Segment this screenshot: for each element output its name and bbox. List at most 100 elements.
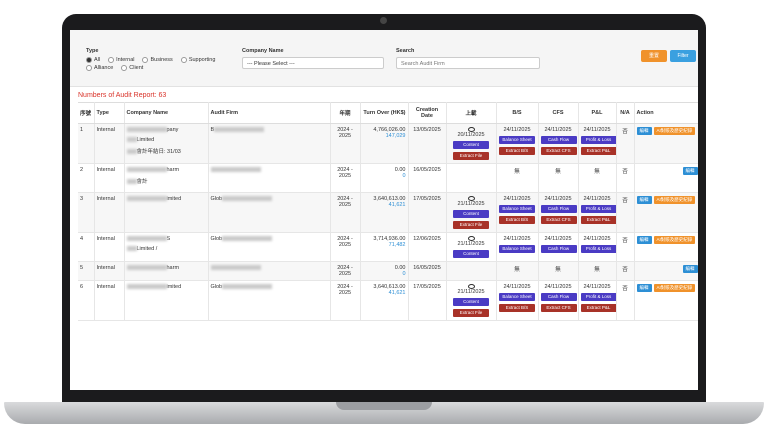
- radio[interactable]: [86, 65, 92, 71]
- action-button[interactable]: AI對賬及歷史紀錄: [653, 196, 696, 204]
- bs-button[interactable]: Extract B/S: [499, 216, 535, 224]
- cfs-button[interactable]: Cash Flow: [540, 205, 577, 213]
- turnover-link[interactable]: 71,482: [388, 242, 406, 248]
- pl-button[interactable]: Profit & Loss: [580, 205, 617, 213]
- company-text: 會計: [136, 179, 148, 185]
- action-cell: 編輯 AI對賬及歷史紀錄: [634, 123, 698, 164]
- upload-button[interactable]: Content: [453, 298, 489, 306]
- type-options: All Internal Business Supporting Alliance Cli…: [86, 57, 216, 71]
- row-number: 4: [78, 232, 95, 262]
- turnover-link[interactable]: 147,029: [385, 133, 406, 139]
- filter-button[interactable]: Filter: [670, 50, 696, 62]
- action-button[interactable]: 編輯: [682, 265, 698, 273]
- upload-button[interactable]: Extract File: [453, 309, 489, 317]
- column-header: Audit Firm: [208, 102, 331, 124]
- radio[interactable]: [108, 57, 115, 63]
- view-icon[interactable]: [467, 196, 475, 201]
- company-text: Limited /: [136, 246, 158, 252]
- bs-button[interactable]: Extract B/S: [499, 147, 535, 155]
- upload-button[interactable]: Content: [453, 250, 489, 258]
- company-line: pany: [126, 127, 206, 133]
- company-text: imited: [166, 284, 182, 290]
- radio[interactable]: [142, 57, 149, 63]
- column-header: P&L: [578, 102, 617, 124]
- pl-cell: 24/11/2025 Profit & Loss Extract P&L: [578, 192, 617, 233]
- redacted: [126, 284, 167, 290]
- type-option[interactable]: All: [86, 57, 100, 63]
- row-type: Internal: [94, 232, 125, 262]
- cfs-button[interactable]: Cash Flow: [540, 245, 577, 253]
- type-option[interactable]: Supporting: [180, 57, 215, 63]
- turnover-link[interactable]: 0: [402, 173, 406, 179]
- radio[interactable]: [86, 57, 92, 63]
- pl-button[interactable]: Extract P&L: [580, 216, 617, 224]
- cfs-button[interactable]: Extract CFS: [540, 304, 577, 312]
- cfs-cell: 24/11/2025 Cash Flow Extract CFS: [538, 280, 579, 321]
- row-number: 2: [78, 163, 95, 193]
- bs-button[interactable]: Balance Sheet: [499, 136, 535, 144]
- table-row: 1 Internal pany Limited 會計年結日: 31/03 B 2024 - …: [78, 123, 698, 164]
- bs-button[interactable]: Balance Sheet: [499, 293, 535, 301]
- upload-button[interactable]: Content: [453, 210, 489, 218]
- view-icon[interactable]: [467, 284, 475, 289]
- type-option[interactable]: Internal: [108, 57, 134, 63]
- view-icon[interactable]: [467, 127, 475, 132]
- firm-text: Glob: [210, 284, 223, 290]
- bs-button[interactable]: Balance Sheet: [499, 245, 535, 253]
- laptop-base: [4, 402, 764, 424]
- reset-button[interactable]: 重置: [641, 50, 667, 62]
- type-option[interactable]: Alliance: [86, 65, 113, 71]
- company-line: Limited: [126, 137, 206, 143]
- cfs-button[interactable]: Cash Flow: [540, 293, 577, 301]
- turnover-link[interactable]: 41,621: [388, 202, 406, 208]
- turnover: 0.00: [394, 265, 406, 271]
- na-cell: 否: [616, 123, 635, 164]
- table-row: 4 Internal S Limited / Glob 2024 - 2025 3,714,…: [78, 232, 698, 262]
- search-label: Search: [396, 48, 415, 54]
- search-input[interactable]: Search Audit Firm: [396, 57, 540, 69]
- bs-button[interactable]: Balance Sheet: [499, 205, 535, 213]
- action-button[interactable]: AI對賬及歷史紀錄: [653, 284, 696, 292]
- pl-button[interactable]: Profit & Loss: [580, 245, 617, 253]
- action-button[interactable]: 編輯: [636, 236, 652, 244]
- redacted: [222, 196, 273, 202]
- company-text: 會計年結日: 31/03: [136, 149, 181, 155]
- bs-button[interactable]: Extract B/S: [499, 304, 535, 312]
- radio[interactable]: [180, 57, 187, 63]
- action-button[interactable]: 編輯: [682, 167, 698, 175]
- na-cell: 否: [616, 163, 635, 193]
- row-type: Internal: [94, 192, 125, 233]
- radio[interactable]: [121, 65, 128, 71]
- pl-date: 24/11/2025: [583, 284, 611, 290]
- pl-button[interactable]: Extract P&L: [580, 147, 617, 155]
- pl-button[interactable]: Extract P&L: [580, 304, 617, 312]
- row-number: 1: [78, 123, 95, 164]
- type-option[interactable]: Business: [142, 57, 173, 63]
- option-label: Business: [150, 57, 173, 63]
- cfs-button[interactable]: Cash Flow: [540, 136, 577, 144]
- company-label: Company Name: [242, 48, 284, 54]
- turnover-link[interactable]: 41,621: [388, 290, 406, 296]
- pl-button[interactable]: Profit & Loss: [580, 136, 617, 144]
- type-option[interactable]: Client: [121, 65, 143, 71]
- upload-button[interactable]: Content: [453, 141, 489, 149]
- action-button[interactable]: 編輯: [636, 284, 652, 292]
- action-button[interactable]: AI對賬及歷史紀錄: [653, 236, 696, 244]
- company-select[interactable]: --- Please Select ---: [242, 57, 384, 69]
- action-button[interactable]: AI對賬及歷史紀錄: [653, 127, 696, 135]
- na-cell: 否: [616, 232, 635, 262]
- action-button[interactable]: 編輯: [636, 127, 652, 135]
- pl-button[interactable]: Profit & Loss: [580, 293, 617, 301]
- upload-button[interactable]: Extract File: [453, 221, 489, 229]
- upload-cell: [446, 163, 497, 193]
- cfs-button[interactable]: Extract CFS: [540, 147, 577, 155]
- action-button[interactable]: 編輯: [636, 196, 652, 204]
- turnover-link[interactable]: 0: [402, 271, 406, 277]
- upload-button[interactable]: Extract File: [453, 152, 489, 160]
- turnover: 4,766,026.00: [373, 127, 406, 133]
- company-line: imited: [126, 196, 206, 202]
- column-header: CFS: [538, 102, 579, 124]
- cfs-button[interactable]: Extract CFS: [540, 216, 577, 224]
- action-cell: 編輯: [634, 261, 698, 281]
- view-icon[interactable]: [467, 236, 475, 241]
